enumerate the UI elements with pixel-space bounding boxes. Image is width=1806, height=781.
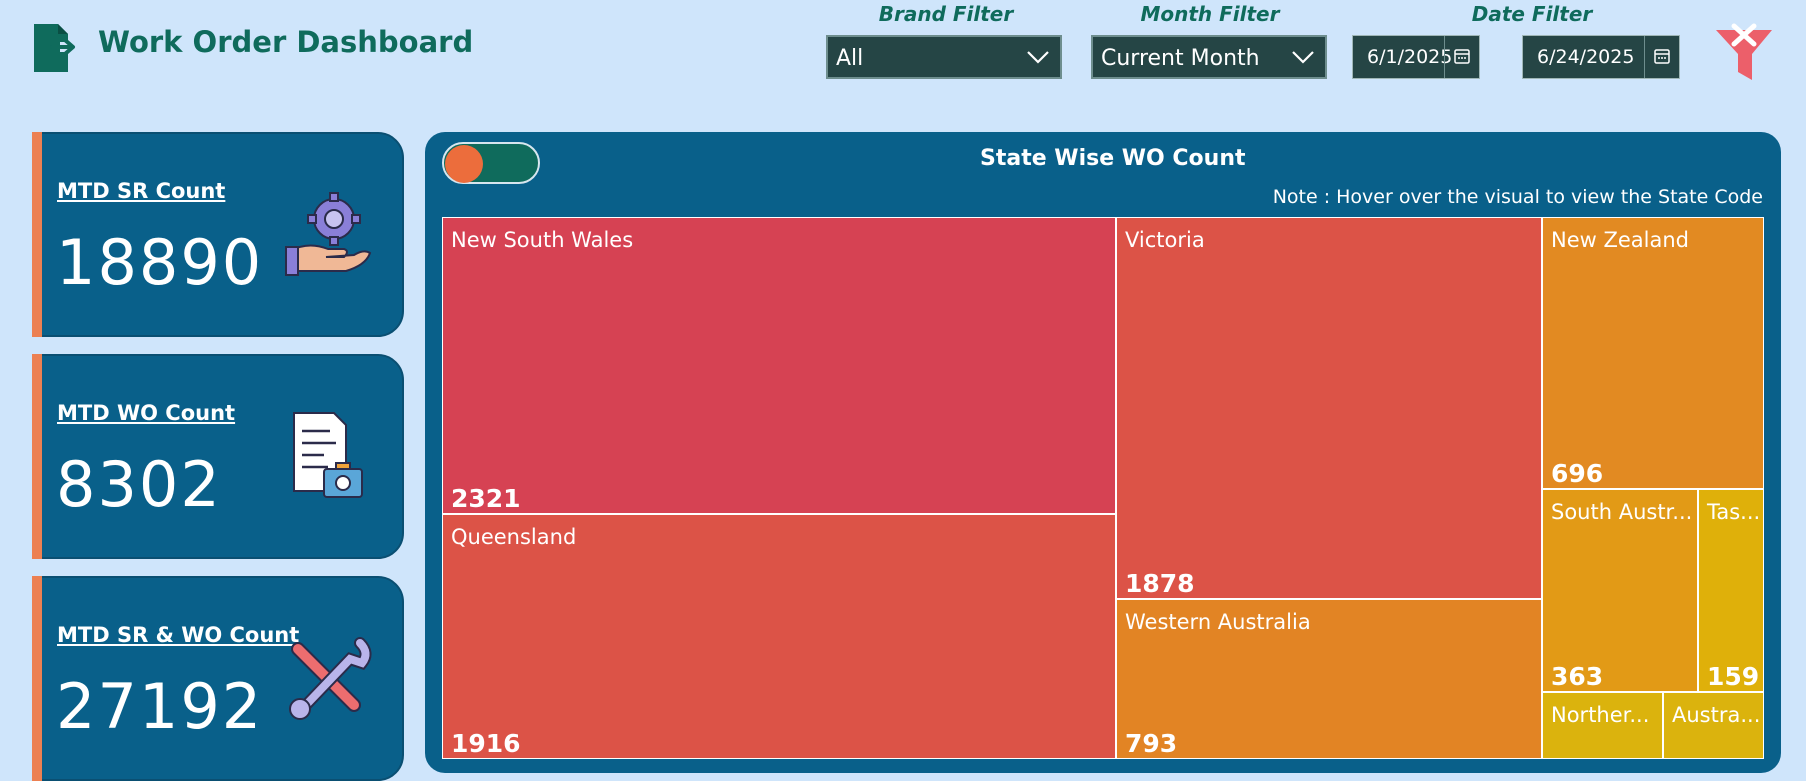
tile-label: Queensland xyxy=(451,525,577,549)
clear-filter-icon[interactable] xyxy=(1712,22,1776,84)
exit-document-icon xyxy=(34,24,75,72)
treemap-tile[interactable]: South Austr... 363 xyxy=(1543,490,1697,691)
tile-value: 1916 xyxy=(451,729,521,758)
month-filter-value: Current Month xyxy=(1101,46,1260,71)
treemap-tile[interactable]: Queensland 1916 xyxy=(443,515,1115,758)
end-date-value: 6/24/2025 xyxy=(1537,46,1635,68)
treemap-tile[interactable]: Tas... 159 xyxy=(1699,490,1763,691)
tools-icon xyxy=(289,637,372,720)
month-filter-dropdown[interactable]: Current Month xyxy=(1091,35,1327,79)
kpi-label[interactable]: MTD SR & WO Count xyxy=(57,623,300,647)
kpi-value: 27192 xyxy=(56,670,264,743)
kpi-label[interactable]: MTD WO Count xyxy=(57,401,236,425)
kpi-card-wo: MTD WO Count 8302 xyxy=(32,354,404,559)
tile-value: 2321 xyxy=(451,484,521,513)
tile-label: Norther... xyxy=(1551,703,1650,727)
start-date-input[interactable]: 6/1/2025 xyxy=(1352,35,1480,79)
state-treemap[interactable]: New South Wales 2321 Queensland 1916 Victori… xyxy=(442,217,1764,759)
brand-filter-value: All xyxy=(836,46,864,71)
view-toggle[interactable] xyxy=(442,142,540,184)
brand-filter-label: Brand Filter xyxy=(878,2,1014,26)
brand-filter-dropdown[interactable]: All xyxy=(826,35,1062,79)
chevron-down-icon xyxy=(1027,51,1049,64)
card-accent xyxy=(32,354,42,559)
tile-label: Tas... xyxy=(1707,500,1761,524)
page-title: Work Order Dashboard xyxy=(98,25,474,59)
treemap-tile[interactable]: New South Wales 2321 xyxy=(443,218,1115,513)
kpi-value: 18890 xyxy=(56,226,264,299)
tile-label: South Austr... xyxy=(1551,500,1693,524)
card-accent xyxy=(32,132,42,337)
treemap-tile[interactable]: Western Australia 793 xyxy=(1117,600,1541,758)
kpi-value: 8302 xyxy=(56,448,222,521)
date-filter-label: Date Filter xyxy=(1471,2,1593,26)
checklist-toolbox-icon xyxy=(293,412,363,498)
tile-label: Austra... xyxy=(1672,703,1761,727)
chart-note: Note : Hover over the visual to view the… xyxy=(1272,186,1763,208)
calendar-icon[interactable] xyxy=(1444,36,1479,78)
tile-value: 159 xyxy=(1707,662,1760,691)
gear-hand-icon xyxy=(285,192,372,276)
treemap-tile[interactable]: New Zealand 696 xyxy=(1543,218,1763,488)
treemap-tile[interactable]: Victoria 1878 xyxy=(1117,218,1541,598)
tile-value: 1878 xyxy=(1125,569,1195,598)
tile-label: New Zealand xyxy=(1551,228,1689,252)
tile-label: Victoria xyxy=(1125,228,1205,252)
treemap-tile[interactable]: Austra... xyxy=(1664,693,1763,758)
kpi-card-sr: MTD SR Count 18890 xyxy=(32,132,404,337)
chevron-down-icon xyxy=(1292,51,1314,64)
month-filter-label: Month Filter xyxy=(1140,2,1280,26)
end-date-input[interactable]: 6/24/2025 xyxy=(1522,35,1680,79)
toggle-knob xyxy=(445,145,483,183)
tile-value: 363 xyxy=(1551,662,1604,691)
tile-label: Western Australia xyxy=(1125,610,1311,634)
tile-label: New South Wales xyxy=(451,228,634,252)
tile-value: 793 xyxy=(1125,729,1178,758)
card-accent xyxy=(32,576,42,781)
calendar-icon[interactable] xyxy=(1644,36,1679,78)
start-date-value: 6/1/2025 xyxy=(1367,46,1453,68)
tile-value: 696 xyxy=(1551,459,1604,488)
kpi-label[interactable]: MTD SR Count xyxy=(57,179,226,203)
kpi-card-sr-wo: MTD SR & WO Count 27192 xyxy=(32,576,404,781)
treemap-tile[interactable]: Norther... xyxy=(1543,693,1662,758)
chart-title: State Wise WO Count xyxy=(980,146,1246,171)
